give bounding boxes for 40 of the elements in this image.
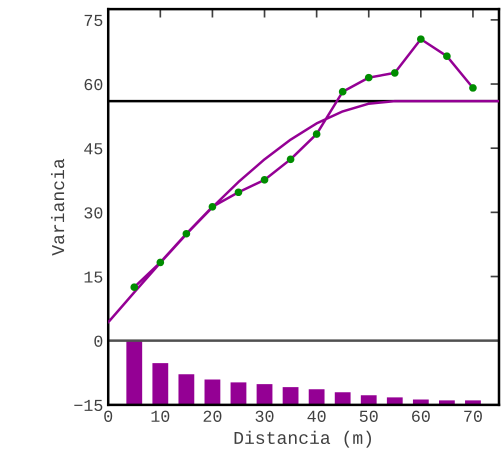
point [417,35,425,43]
y-tick-label: 60 [84,78,102,90]
x-tick-label: 70 [464,410,482,422]
point [443,52,451,60]
bar [124,340,144,405]
point [260,176,268,184]
point [208,202,216,211]
x-tick-label: 30 [256,410,274,422]
x-tick-label: 0 [104,410,112,422]
point [364,74,373,82]
y-tick-label: 30 [84,207,102,219]
y-tick-label: 45 [84,143,102,154]
x-tick-label: 60 [412,410,430,422]
y-tick-label: 15 [84,272,102,283]
bar [177,372,196,405]
bar [203,378,222,405]
point [234,188,242,196]
point [156,258,164,266]
point [338,88,346,96]
x-tick-label: 20 [204,410,222,422]
bar [333,390,352,405]
bar [307,388,326,405]
bar [151,362,170,405]
bar [229,381,248,405]
point [130,283,138,292]
y-tick-label: 75 [84,14,102,26]
bar [255,382,274,405]
point [469,84,477,92]
x-tick-label: 50 [360,410,378,422]
x-axis-title: Distancia (m) [234,430,371,448]
x-tick-label: 40 [307,410,326,422]
point [390,69,399,77]
bar [281,386,300,405]
point [182,230,190,238]
y-tick-label: 0 [94,336,102,347]
y-axis-title: Variancia [50,158,64,256]
x-tick-label: 10 [152,410,170,422]
y-tick-label: −15 [74,400,102,412]
point [286,156,294,164]
point [312,130,320,138]
